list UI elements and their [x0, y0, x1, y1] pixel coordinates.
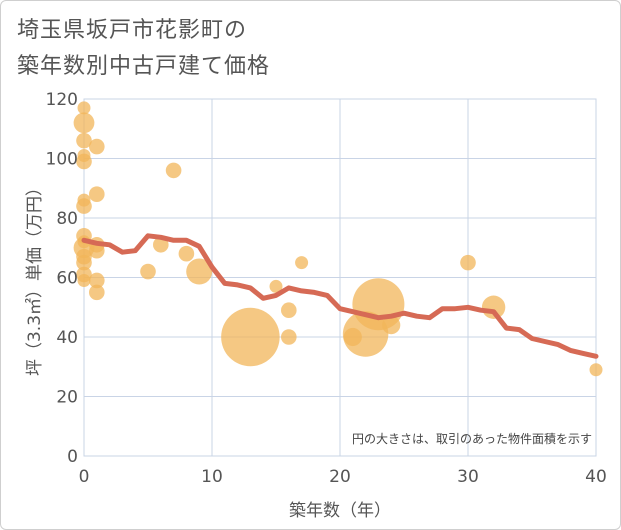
- bubble-point: [281, 329, 297, 345]
- y-axis-title: 坪（3.3㎡）単価（万円）: [25, 179, 45, 376]
- bubble-point: [77, 273, 91, 287]
- y-tick-label: 60: [56, 269, 78, 289]
- bubble-point: [76, 132, 92, 149]
- bubble-point: [140, 263, 156, 280]
- bubble-point: [165, 162, 182, 179]
- bubble-point: [281, 302, 297, 319]
- grid-layer: [83, 98, 597, 457]
- average-price-line: [81, 233, 599, 359]
- bubble-point: [589, 363, 603, 377]
- size-note: 円の大きさは、取引のあった物件面積を示す: [352, 431, 592, 446]
- y-tick-label: 80: [56, 209, 78, 229]
- bubble-point: [89, 272, 105, 289]
- bubble-point: [89, 138, 105, 155]
- x-tick-label: 10: [201, 467, 223, 487]
- bubble-point: [186, 258, 213, 285]
- y-tick-label: 100: [46, 150, 78, 170]
- x-tick-label: 0: [79, 467, 90, 487]
- y-tick-label: 120: [46, 90, 78, 110]
- bubble-point: [460, 254, 476, 271]
- y-tick-label: 20: [56, 388, 78, 408]
- bubble-point: [269, 279, 283, 293]
- y-tick-label: 0: [67, 447, 78, 467]
- bubble-point: [178, 245, 195, 262]
- bubble-point: [76, 153, 92, 170]
- x-tick-label: 30: [457, 467, 479, 487]
- chart-title-line-2: 築年数別中古戸建て価格: [17, 54, 271, 79]
- x-tick-label: 20: [329, 467, 351, 487]
- chart-title: 埼玉県坂戸市花影町の 築年数別中古戸建て価格: [17, 13, 270, 85]
- bubble-point: [89, 186, 105, 202]
- bubble-point: [221, 307, 280, 367]
- average-line-layer: [81, 233, 599, 359]
- bubble-point: [89, 242, 105, 259]
- bubble-point: [153, 236, 169, 253]
- x-axis-title: 築年数（年）: [289, 501, 391, 521]
- bubble-point: [73, 112, 95, 134]
- tick-label-layer: 0 10 20 30 40 0 20 40 60 80 100 120: [46, 90, 607, 487]
- bubble-point: [76, 198, 92, 214]
- bubble-point: [77, 101, 91, 115]
- bubble-point: [382, 316, 401, 335]
- bubble-point: [89, 284, 105, 301]
- bubble-point: [76, 254, 92, 271]
- x-tick-label: 40: [585, 467, 607, 487]
- bubble-point: [295, 256, 309, 270]
- y-tick-label: 40: [56, 328, 78, 348]
- chart-title-line-1: 埼玉県坂戸市花影町の: [17, 18, 248, 43]
